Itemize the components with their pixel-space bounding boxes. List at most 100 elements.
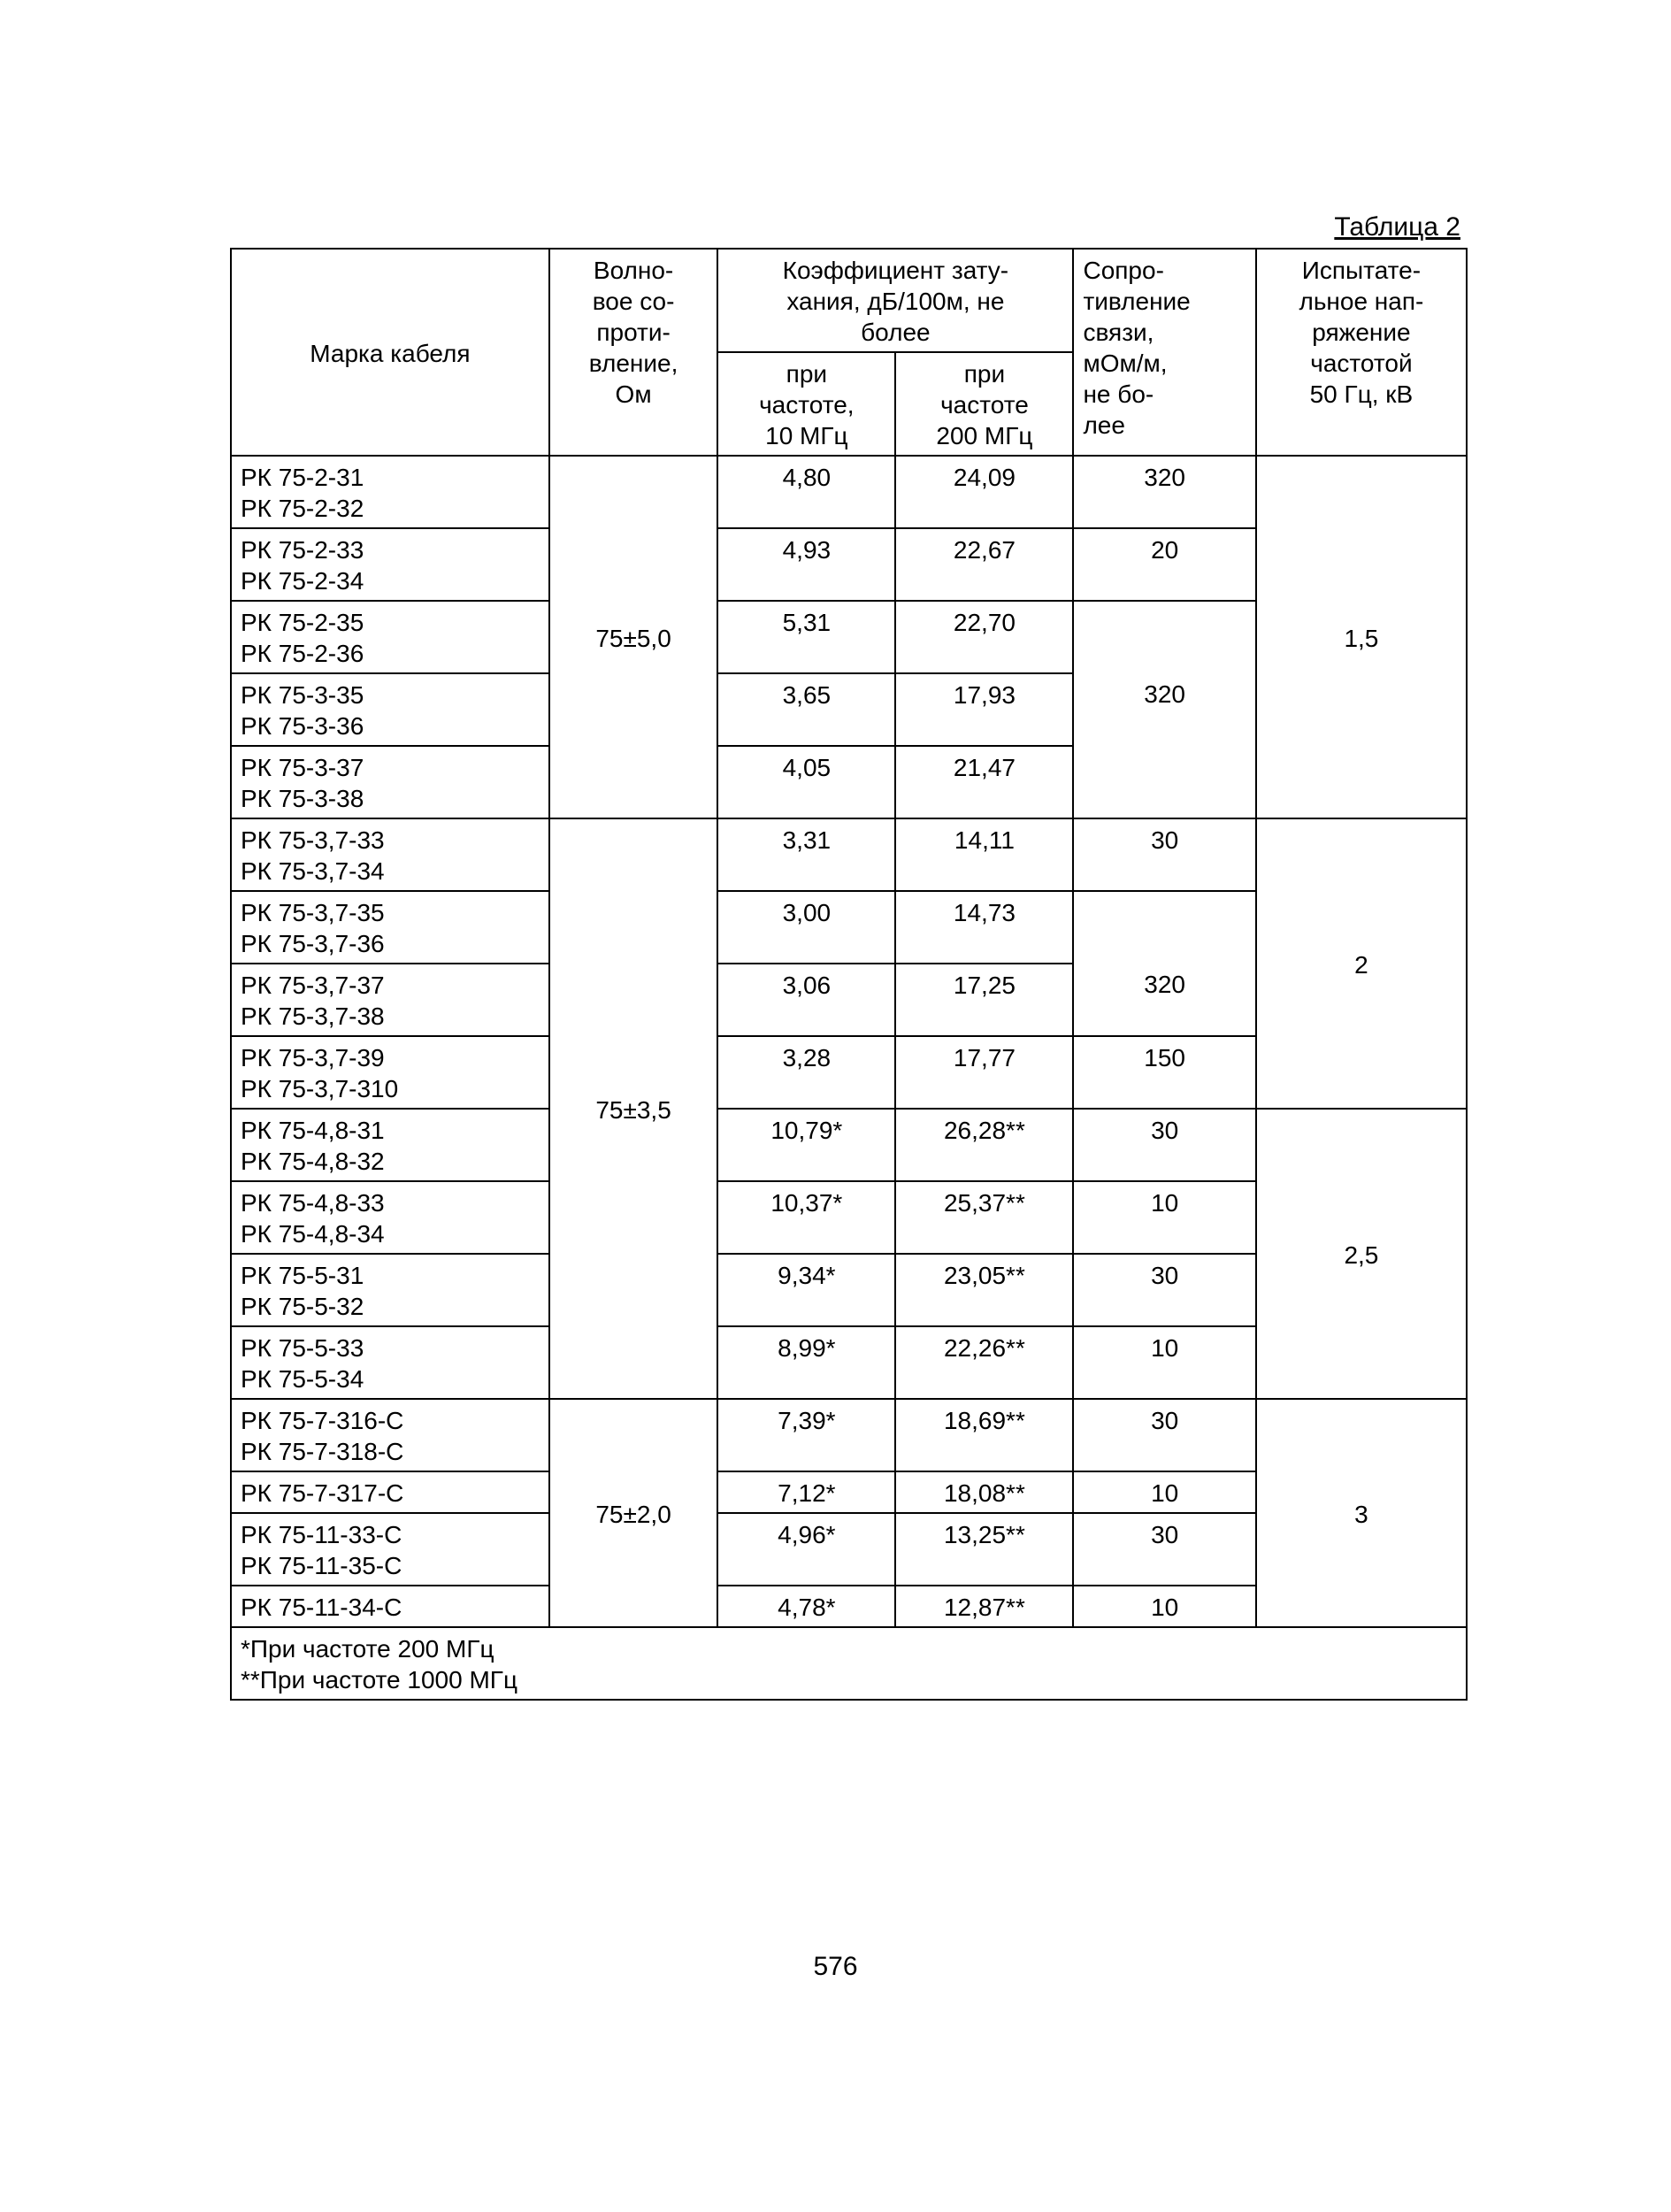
cell-mark: РК 75-5-33 РК 75-5-34 [231, 1326, 549, 1399]
cell-att10: 8,99* [717, 1326, 895, 1399]
cell-res: 10 [1073, 1471, 1255, 1513]
cell-voltage: 1,5 [1256, 456, 1467, 818]
mark-value: РК 75-5-32 [241, 1293, 364, 1320]
cell-att200: 22,26** [895, 1326, 1073, 1399]
mark-value: РК 75-7-316-С [241, 1407, 403, 1434]
table-footnotes: *При частоте 200 МГц **При частоте 1000 … [231, 1627, 1467, 1700]
cell-mark: РК 75-7-316-С РК 75-7-318-С [231, 1399, 549, 1471]
cell-res: 10 [1073, 1586, 1255, 1627]
footnote-cell: *При частоте 200 МГц **При частоте 1000 … [231, 1627, 1467, 1700]
mark-value: РК 75-7-318-С [241, 1438, 403, 1465]
mark-value: РК 75-3,7-36 [241, 930, 385, 957]
cell-mark: РК 75-3,7-35 РК 75-3,7-36 [231, 891, 549, 964]
table-row: РК 75-7-316-С РК 75-7-318-С 75±2,0 7,39*… [231, 1399, 1467, 1471]
header-voltage: Испытате- льное нап- ряжение частотой 50… [1256, 249, 1467, 456]
table-title: Таблица 2 [230, 212, 1468, 242]
cell-mark: РК 75-3-37 РК 75-3-38 [231, 746, 549, 818]
cell-att10: 3,28 [717, 1036, 895, 1109]
mark-value: РК 75-2-32 [241, 495, 364, 522]
cell-mark: РК 75-7-317-С [231, 1471, 549, 1513]
cell-att10: 4,93 [717, 528, 895, 601]
footnote-1: *При частоте 200 МГц [241, 1635, 494, 1663]
cell-att200: 21,47 [895, 746, 1073, 818]
cell-att200: 13,25** [895, 1513, 1073, 1586]
mark-value: РК 75-3-36 [241, 712, 364, 740]
cell-mark: РК 75-5-31 РК 75-5-32 [231, 1254, 549, 1326]
mark-value: РК 75-2-36 [241, 640, 364, 667]
mark-value: РК 75-3-37 [241, 754, 364, 781]
header-att-10: при частоте, 10 МГц [717, 352, 895, 456]
cell-res: 30 [1073, 818, 1255, 891]
page-number: 576 [0, 1952, 1671, 1982]
cell-att10: 5,31 [717, 601, 895, 673]
mark-value: РК 75-5-33 [241, 1334, 364, 1362]
cell-mark: РК 75-3,7-37 РК 75-3,7-38 [231, 964, 549, 1036]
mark-value: РК 75-3,7-310 [241, 1075, 398, 1102]
cell-voltage: 2,5 [1256, 1109, 1467, 1399]
cell-mark: РК 75-2-35 РК 75-2-36 [231, 601, 549, 673]
mark-value: РК 75-3,7-35 [241, 899, 385, 926]
cell-att200: 22,70 [895, 601, 1073, 673]
cell-impedance: 75±2,0 [549, 1399, 717, 1627]
cell-res [1073, 601, 1255, 673]
cell-att10: 3,06 [717, 964, 895, 1036]
cell-att200: 26,28** [895, 1109, 1073, 1181]
mark-value: РК 75-3,7-33 [241, 826, 385, 854]
table-header-row-1: Марка кабеля Волно- вое со- проти- влени… [231, 249, 1467, 352]
cell-att10: 3,00 [717, 891, 895, 964]
cell-mark: РК 75-2-33 РК 75-2-34 [231, 528, 549, 601]
cell-mark: РК 75-3,7-33 РК 75-3,7-34 [231, 818, 549, 891]
mark-value: РК 75-3-38 [241, 785, 364, 812]
cell-mark: РК 75-11-33-С РК 75-11-35-С [231, 1513, 549, 1586]
cell-att10: 4,96* [717, 1513, 895, 1586]
mark-value: РК 75-3-35 [241, 681, 364, 709]
cell-res: 30 [1073, 1109, 1255, 1181]
mark-value: РК 75-11-33-С [241, 1521, 402, 1548]
cell-att10: 7,39* [717, 1399, 895, 1471]
cell-mark: РК 75-3-35 РК 75-3-36 [231, 673, 549, 746]
cell-voltage: 3 [1256, 1399, 1467, 1627]
mark-value: РК 75-4,8-31 [241, 1117, 385, 1144]
header-att-200: при частоте 200 МГц [895, 352, 1073, 456]
cell-res [1073, 891, 1255, 964]
header-attenuation-group: Коэффициент зату- хания, дБ/100м, не бол… [717, 249, 1073, 352]
mark-value: РК 75-3,7-37 [241, 972, 385, 999]
header-impedance: Волно- вое со- проти- вление, Ом [549, 249, 717, 456]
mark-value: РК 75-4,8-32 [241, 1148, 385, 1175]
cell-att200: 17,25 [895, 964, 1073, 1036]
mark-value: РК 75-7-317-С [241, 1479, 403, 1507]
mark-value: РК 75-2-34 [241, 567, 364, 595]
cell-voltage: 2 [1256, 818, 1467, 1109]
mark-value: РК 75-5-31 [241, 1262, 364, 1289]
mark-value: РК 75-11-35-С [241, 1552, 402, 1579]
header-mark: Марка кабеля [231, 249, 549, 456]
cell-att10: 3,65 [717, 673, 895, 746]
cell-res [1073, 746, 1255, 818]
header-resistance: Сопро- тивление связи, мОм/м, не бо- лее [1073, 249, 1255, 456]
mark-value: РК 75-2-35 [241, 609, 364, 636]
cell-att200: 24,09 [895, 456, 1073, 528]
cell-att200: 17,77 [895, 1036, 1073, 1109]
cell-res: 320 [1073, 456, 1255, 528]
cell-mark: РК 75-11-34-С [231, 1586, 549, 1627]
cell-att10: 4,05 [717, 746, 895, 818]
cell-att200: 18,08** [895, 1471, 1073, 1513]
cell-mark: РК 75-2-31 РК 75-2-32 [231, 456, 549, 528]
cable-table: Марка кабеля Волно- вое со- проти- влени… [230, 248, 1468, 1701]
cell-res: 150 [1073, 1036, 1255, 1109]
cell-att10: 10,37* [717, 1181, 895, 1254]
cell-res: 320 [1073, 964, 1255, 1036]
cell-att200: 17,93 [895, 673, 1073, 746]
cell-impedance: 75±3,5 [549, 818, 717, 1399]
cell-res: 30 [1073, 1254, 1255, 1326]
cell-att10: 4,80 [717, 456, 895, 528]
cell-mark: РК 75-4,8-31 РК 75-4,8-32 [231, 1109, 549, 1181]
cell-impedance: 75±5,0 [549, 456, 717, 818]
cell-att10: 7,12* [717, 1471, 895, 1513]
cell-res: 20 [1073, 528, 1255, 601]
mark-value: РК 75-4,8-34 [241, 1220, 385, 1248]
mark-value: РК 75-3,7-38 [241, 1002, 385, 1030]
cell-att10: 4,78* [717, 1586, 895, 1627]
mark-value: РК 75-4,8-33 [241, 1189, 385, 1217]
table-row: РК 75-2-31 РК 75-2-32 75±5,0 4,80 24,09 … [231, 456, 1467, 528]
